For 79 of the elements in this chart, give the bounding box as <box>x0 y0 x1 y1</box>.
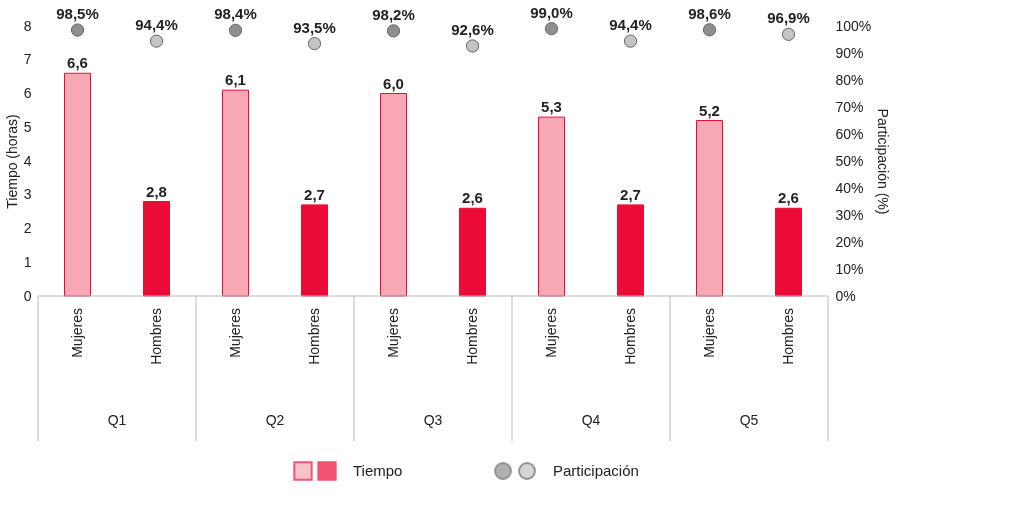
data-label: 93,5% <box>293 18 336 36</box>
data-label: 96,9% <box>767 9 810 27</box>
bar <box>775 207 802 297</box>
y2-tick-label: 80% <box>835 71 864 88</box>
data-label: 98,5% <box>56 5 99 23</box>
x-tick-label: Mujeres <box>700 308 717 358</box>
y2-tick-label: 90% <box>835 44 864 61</box>
x-tick-label: Hombres <box>621 308 638 365</box>
data-label: 2,6 <box>778 189 799 207</box>
y-tick-label: 6 <box>23 85 32 101</box>
y2-tick-label: 60% <box>835 125 864 142</box>
data-label: 2,8 <box>146 182 167 200</box>
point <box>544 22 559 36</box>
x-tick-label: Mujeres <box>542 308 559 358</box>
data-label: 94,4% <box>135 16 178 34</box>
bar <box>538 116 565 297</box>
point <box>307 36 322 51</box>
y-tick-label: 3 <box>23 186 32 203</box>
x-tick-label: Hombres <box>463 308 480 365</box>
y2-tick-label: 10% <box>835 260 864 277</box>
bar <box>696 120 723 297</box>
legend-label: Tiempo <box>353 462 403 479</box>
y-tick-label: 0 <box>23 287 32 304</box>
bar <box>301 204 328 297</box>
data-label: 2,7 <box>620 185 641 203</box>
y-tick-label: 7 <box>23 51 32 68</box>
point <box>386 24 401 38</box>
text: Q4 <box>581 412 601 428</box>
bar <box>222 89 249 297</box>
data-label: 98,2% <box>372 5 415 23</box>
x-tick-label: Mujeres <box>226 308 243 358</box>
text: Q2 <box>265 412 285 428</box>
y-tick-label: 4 <box>23 152 32 169</box>
x-tick-label: Mujeres <box>68 308 85 358</box>
y2-axis-title: Participación (%) <box>875 108 892 215</box>
x-tick-label: Hombres <box>305 308 322 365</box>
data-label: 2,6 <box>462 189 483 207</box>
bar <box>459 207 486 297</box>
y-tick-label: 8 <box>23 17 32 34</box>
y2-tick-label: 30% <box>835 206 864 223</box>
bar <box>380 93 407 297</box>
legend-label: Participación <box>553 462 639 479</box>
point <box>228 23 243 37</box>
data-label: 92,6% <box>451 20 494 38</box>
data-label: 99,0% <box>530 3 573 21</box>
text: Q3 <box>423 412 443 428</box>
y2-tick-label: 50% <box>835 152 864 169</box>
y-tick-label: 2 <box>23 220 32 236</box>
y-axis-title: Tiempo (horas) <box>3 114 20 209</box>
x-tick-label: Hombres <box>779 308 796 365</box>
data-label: 94,4% <box>609 16 652 34</box>
y2-tick-label: 40% <box>835 179 864 196</box>
data-label: 6,6 <box>67 54 88 72</box>
data-label: 2,7 <box>304 185 325 203</box>
text: Q5 <box>739 412 759 428</box>
y-tick-label: 5 <box>23 118 32 135</box>
y2-tick-label: 20% <box>835 233 864 250</box>
bar <box>64 72 91 297</box>
point <box>70 23 85 37</box>
y2-tick-label: 100% <box>835 17 872 34</box>
point <box>465 39 480 53</box>
data-label: 98,6% <box>688 4 731 22</box>
data-label: 6,1 <box>225 71 246 89</box>
bar <box>143 201 170 297</box>
text: Q1 <box>107 412 127 428</box>
y2-tick-label: 0% <box>835 287 856 304</box>
point <box>781 27 796 41</box>
point <box>702 23 717 37</box>
data-label: 98,4% <box>214 5 257 23</box>
x-tick-label: Mujeres <box>384 308 401 358</box>
data-label: 6,0 <box>383 74 404 92</box>
bar <box>617 204 644 297</box>
y-tick-label: 1 <box>23 253 32 270</box>
y2-tick-label: 70% <box>835 98 864 115</box>
data-label: 5,3 <box>541 98 562 116</box>
point <box>149 34 164 48</box>
data-label: 5,2 <box>699 101 720 119</box>
point <box>623 34 638 48</box>
x-tick-label: Hombres <box>147 308 164 365</box>
